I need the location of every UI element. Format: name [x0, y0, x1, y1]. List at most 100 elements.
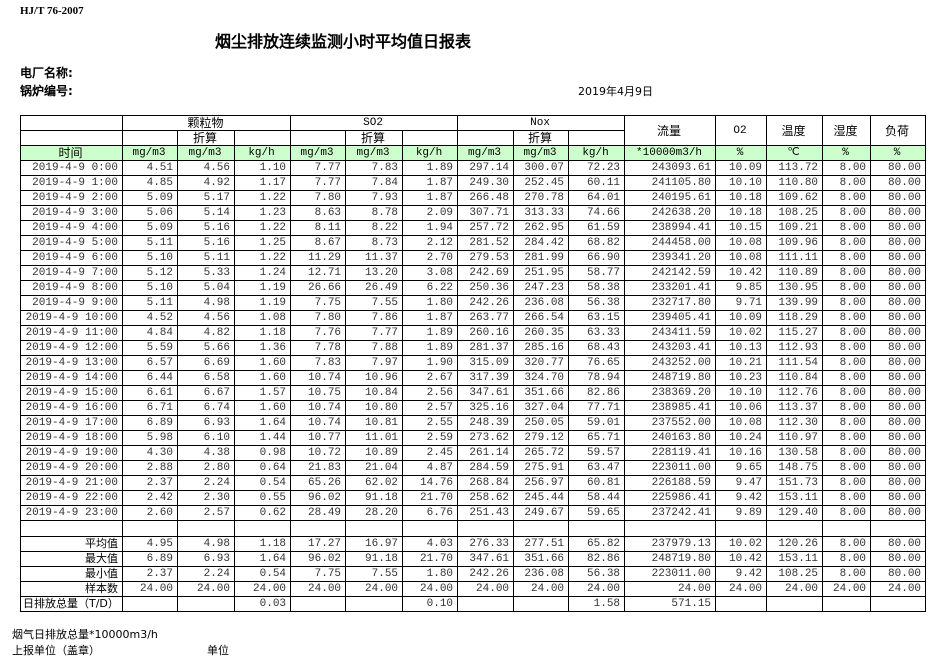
header-blank — [233, 130, 292, 146]
value-cell: 7.75 — [290, 295, 347, 311]
value-cell: 1.18 — [233, 325, 292, 341]
value-cell: 8.00 — [822, 295, 872, 311]
value-cell: 5.33 — [177, 265, 235, 281]
value-cell: 7.84 — [345, 175, 404, 191]
table-row: 2019-4-9 12:00 5.59 5.66 1.36 7.78 7.88 1.89 28… — [20, 340, 927, 356]
header-nox-converted: 折算 — [513, 130, 570, 146]
time-cell: 2019-4-9 8:00 — [20, 280, 123, 296]
value-cell: 8.00 — [822, 310, 872, 326]
value-cell: 80.00 — [870, 220, 927, 236]
value-cell: 63.15 — [568, 310, 626, 326]
value-cell: 10.84 — [345, 385, 404, 401]
value-cell: 258.62 — [457, 490, 515, 506]
value-cell: 266.48 — [457, 190, 515, 206]
header-blank — [457, 130, 515, 146]
value-cell: 5.98 — [122, 430, 178, 446]
summary-value: 7.75 — [290, 566, 347, 582]
value-cell: 2.24 — [177, 475, 235, 491]
value-cell: 80.00 — [870, 475, 927, 491]
value-cell: 9.71 — [715, 295, 768, 311]
value-cell: 61.59 — [568, 220, 626, 236]
value-cell: 1.87 — [402, 310, 459, 326]
value-cell: 91.18 — [345, 490, 404, 506]
value-cell: 80.00 — [870, 280, 927, 296]
value-cell: 268.84 — [457, 475, 515, 491]
header-row-units: 时间 mg/m3 mg/m3 kg/h mg/m3 mg/m3 kg/h mg/m3 mg/m… — [20, 145, 927, 161]
blank-cell — [715, 520, 768, 537]
value-cell: 109.96 — [766, 235, 824, 251]
value-cell: 297.14 — [457, 160, 515, 176]
value-cell: 4.52 — [122, 310, 178, 326]
summary-value: 56.38 — [568, 566, 626, 582]
value-cell: 223011.00 — [624, 460, 717, 476]
value-cell: 226188.59 — [624, 475, 717, 491]
daily-total-value: 0.10 — [402, 596, 459, 612]
value-cell: 80.00 — [870, 295, 927, 311]
value-cell: 8.00 — [822, 475, 872, 491]
time-cell: 2019-4-9 4:00 — [20, 220, 123, 236]
time-cell: 2019-4-9 2:00 — [20, 190, 123, 206]
value-cell: 256.97 — [513, 475, 570, 491]
value-cell: 5.12 — [122, 265, 178, 281]
summary-value: 17.27 — [290, 536, 347, 552]
value-cell: 1.08 — [233, 310, 292, 326]
value-cell: 0.98 — [233, 445, 292, 461]
value-cell: 4.98 — [177, 295, 235, 311]
value-cell: 112.30 — [766, 415, 824, 431]
reporting-unit-label: 上报单位（盖章） — [12, 644, 100, 657]
value-cell: 243203.41 — [624, 340, 717, 356]
time-cell: 2019-4-9 13:00 — [20, 355, 123, 371]
value-cell: 80.00 — [870, 235, 927, 251]
value-cell: 64.01 — [568, 190, 626, 206]
value-cell: 5.17 — [177, 190, 235, 206]
value-cell: 8.00 — [822, 220, 872, 236]
value-cell: 76.65 — [568, 355, 626, 371]
value-cell: 273.62 — [457, 430, 515, 446]
summary-value: 24.00 — [122, 581, 178, 597]
value-cell: 261.14 — [457, 445, 515, 461]
value-cell: 2.42 — [122, 490, 178, 506]
table-row: 2019-4-9 0:00 4.51 4.56 1.10 7.77 7.83 1.89 297… — [20, 160, 927, 176]
value-cell: 237552.00 — [624, 415, 717, 431]
blank-cell — [624, 520, 717, 537]
time-cell: 2019-4-9 9:00 — [20, 295, 123, 311]
value-cell: 80.00 — [870, 490, 927, 506]
time-cell: 2019-4-9 23:00 — [20, 505, 123, 521]
value-cell: 5.11 — [122, 295, 178, 311]
value-cell: 113.72 — [766, 160, 824, 176]
value-cell: 279.53 — [457, 250, 515, 266]
value-cell: 10.96 — [345, 370, 404, 386]
unit-cell: mg/m3 — [122, 145, 178, 161]
summary-value: 24.00 — [457, 581, 515, 597]
header-blank — [20, 130, 123, 146]
value-cell: 2.57 — [177, 505, 235, 521]
value-cell: 284.59 — [457, 460, 515, 476]
value-cell: 59.57 — [568, 445, 626, 461]
value-cell: 6.57 — [122, 355, 178, 371]
value-cell: 9.89 — [715, 505, 768, 521]
value-cell: 10.16 — [715, 445, 768, 461]
value-cell: 80.00 — [870, 310, 927, 326]
value-cell: 5.09 — [122, 220, 178, 236]
value-cell: 65.71 — [568, 430, 626, 446]
value-cell: 4.51 — [122, 160, 178, 176]
header-o2: O2 — [715, 115, 768, 146]
summary-value: 1.80 — [402, 566, 459, 582]
value-cell: 10.72 — [290, 445, 347, 461]
value-cell: 2.57 — [402, 400, 459, 416]
value-cell: 66.90 — [568, 250, 626, 266]
value-cell: 9.47 — [715, 475, 768, 491]
value-cell: 238985.41 — [624, 400, 717, 416]
value-cell: 10.24 — [715, 430, 768, 446]
value-cell: 58.38 — [568, 280, 626, 296]
value-cell: 5.59 — [122, 340, 178, 356]
value-cell: 8.00 — [822, 325, 872, 341]
table-row: 2019-4-9 7:00 5.12 5.33 1.24 12.71 13.20 3.08 2… — [20, 265, 927, 281]
table-row: 2019-4-9 22:00 2.42 2.30 0.55 96.02 91.18 21.7… — [20, 490, 927, 506]
value-cell: 1.17 — [233, 175, 292, 191]
value-cell: 249.67 — [513, 505, 570, 521]
summary-value: 4.98 — [177, 536, 235, 552]
value-cell: 6.22 — [402, 280, 459, 296]
table-row: 2019-4-9 6:00 5.10 5.11 1.22 11.29 11.37 2.70 2… — [20, 250, 927, 266]
summary-value: 2.37 — [122, 566, 178, 582]
